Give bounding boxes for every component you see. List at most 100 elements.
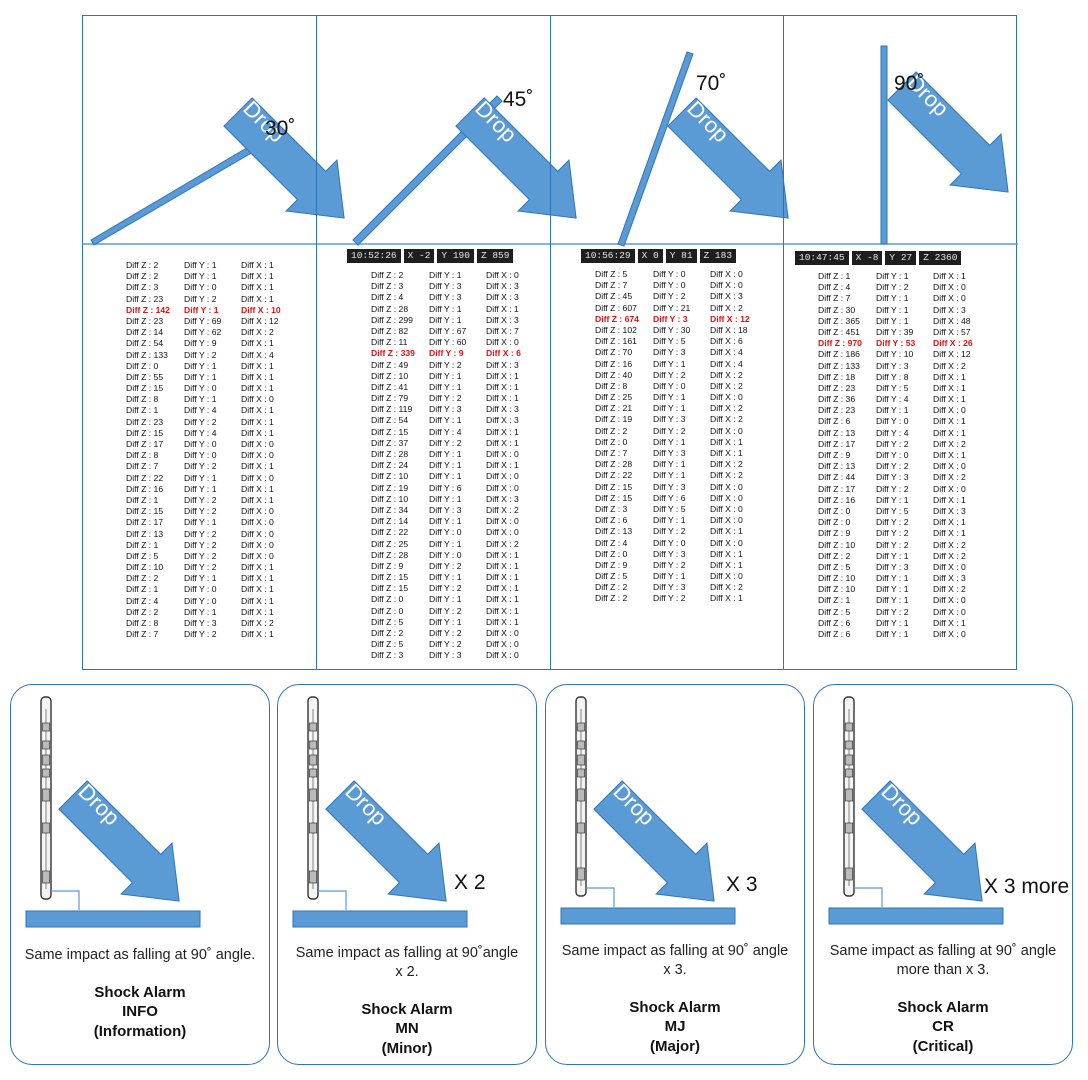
diff-z: Diff Z : 16	[595, 358, 633, 369]
diff-y: Diff Y : 0	[184, 383, 217, 394]
tilt-diagram: Drop	[317, 95, 577, 246]
diff-x: Diff X : 1	[933, 617, 966, 628]
diff-x: Diff X : 1	[241, 405, 274, 416]
diff-z: Diff Z : 186	[818, 349, 860, 360]
diff-x: Diff X : 1	[933, 382, 966, 393]
diff-z: Diff Z : 10	[818, 584, 856, 595]
diff-z: Diff Z : 28	[371, 549, 409, 560]
sensor-readout: 10:47:45 X -8 Y 27 Z 2360	[795, 251, 962, 265]
diff-y: Diff Y : 5	[876, 382, 909, 393]
diff-x: Diff X : 1	[486, 549, 519, 560]
diff-x: Diff X : 1	[486, 381, 519, 392]
diff-x: Diff X : 0	[710, 425, 743, 436]
diff-z: Diff Z : 16	[818, 494, 856, 505]
diff-x: Diff X : 0	[486, 516, 519, 527]
angle-marker	[318, 890, 347, 910]
diff-z: Diff Z : 2	[371, 270, 404, 280]
alarm-level: INFO	[122, 1003, 158, 1020]
diff-z: Diff Z : 2	[126, 260, 159, 270]
diff-z: Diff Z : 23	[818, 382, 856, 393]
tilt-diagram: Drop	[83, 96, 345, 246]
device-bar	[90, 135, 271, 246]
diff-x: Diff X : 0	[933, 606, 966, 617]
diff-z: Diff Z : 161	[595, 336, 637, 347]
diff-y: Diff Y : 1	[876, 494, 909, 505]
diff-y: Diff Y : 1	[184, 472, 217, 483]
diff-z: Diff Z : 10	[371, 471, 409, 482]
diff-z: Diff Z : 37	[371, 437, 409, 448]
diff-x: Diff X : 4	[710, 358, 743, 369]
diff-y: Diff Y : 21	[653, 302, 691, 313]
diff-y: Diff Y : 2	[184, 528, 217, 539]
diff-y: Diff Y : 0	[184, 439, 217, 449]
diff-y: Diff Y : 2	[184, 416, 217, 427]
diff-y: Diff Y : 1	[429, 538, 462, 549]
diff-y: Diff Y : 3	[653, 548, 686, 559]
diff-z: Diff Z : 54	[126, 338, 164, 349]
diff-z: Diff Z : 36	[818, 394, 856, 405]
diff-y: Diff Y : 0	[876, 450, 909, 460]
diff-x: Diff X : 2	[933, 360, 966, 371]
diff-z: Diff Z : 15	[595, 492, 633, 503]
diff-y: Diff Y : 3	[876, 360, 909, 371]
angle-marker	[854, 887, 883, 907]
alarm-level-name: (Information)	[93, 1023, 187, 1040]
drop-scene: Drop	[560, 696, 736, 925]
diff-x: Diff X : 3	[486, 292, 519, 303]
diff-y: Diff Y : 3	[429, 650, 462, 661]
readout-y: Y 27	[885, 251, 917, 265]
diff-x: Diff X : 1	[933, 394, 966, 405]
diff-y: Diff Y : 3	[653, 481, 686, 492]
diff-x: Diff X : 0	[710, 503, 743, 514]
diff-x: Diff X : 1	[241, 483, 274, 494]
diff-x: Diff X : 18	[710, 324, 748, 335]
diff-x: Diff X : 0	[933, 561, 966, 572]
diff-x: Diff X : 0	[241, 528, 274, 539]
diff-y: Diff Y : 1	[653, 436, 686, 447]
readout-z: Z 859	[476, 249, 514, 263]
diff-y: Diff Y : 6	[429, 482, 462, 493]
diff-y: Diff Y : 1	[429, 516, 462, 527]
diff-z: Diff Z : 102	[595, 324, 637, 335]
readout-y: Y 81	[665, 249, 697, 263]
diff-y: Diff Y : 1	[184, 394, 217, 405]
diff-y: Diff Y : 1	[429, 493, 462, 504]
diff-y: Diff Y : 3	[429, 281, 462, 292]
diff-x: Diff X : 0	[241, 472, 274, 483]
diff-z: Diff Z : 4	[595, 537, 628, 548]
diff-x: Diff X : 1	[933, 427, 966, 438]
drop-scene: Drop	[292, 696, 468, 928]
diff-x: Diff X : 6	[710, 336, 743, 347]
diff-z: Diff Z : 3	[595, 503, 628, 514]
alarm-level: CR	[932, 1018, 954, 1035]
diff-x: Diff X : 1	[933, 494, 966, 505]
diff-x: Diff X : 2	[486, 504, 519, 515]
diff-y: Diff Y : 3	[429, 292, 462, 303]
diff-y: Diff Y : 1	[429, 449, 462, 459]
drop-arrow-icon	[861, 780, 983, 902]
diff-x: Diff X : 1	[933, 371, 966, 382]
diff-y: Diff Y : 2	[184, 506, 217, 517]
diff-x: Diff X : 1	[710, 559, 743, 570]
diff-y: Diff Y : 1	[876, 595, 909, 606]
diff-x: Diff X : 1	[241, 271, 274, 282]
diff-z: Diff Z : 1	[126, 494, 159, 505]
diff-x: Diff X : 0	[241, 439, 274, 449]
diff-z: Diff Z : 13	[818, 461, 856, 472]
diff-z: Diff Z : 7	[595, 280, 628, 291]
diff-x: Diff X : 1	[241, 606, 274, 617]
diff-z: Diff Z : 9	[595, 559, 628, 570]
diff-z: Diff Z : 9	[818, 450, 851, 460]
diff-y: Diff Y : 6	[653, 492, 686, 503]
diff-x: Diff X : 3	[486, 493, 519, 504]
diff-y: Diff Y : 0	[653, 269, 686, 279]
diff-z: Diff Z : 24	[371, 460, 409, 471]
diff-y: Diff Y : 1	[429, 616, 462, 627]
diff-y: Diff Y : 9	[184, 338, 217, 349]
diff-z: Diff Z : 142	[126, 304, 170, 315]
readout-z: Z 2360	[919, 251, 962, 265]
diff-x: Diff X : 0	[710, 392, 743, 403]
device-bar	[880, 45, 888, 245]
diff-y: Diff Y : 4	[429, 426, 462, 437]
